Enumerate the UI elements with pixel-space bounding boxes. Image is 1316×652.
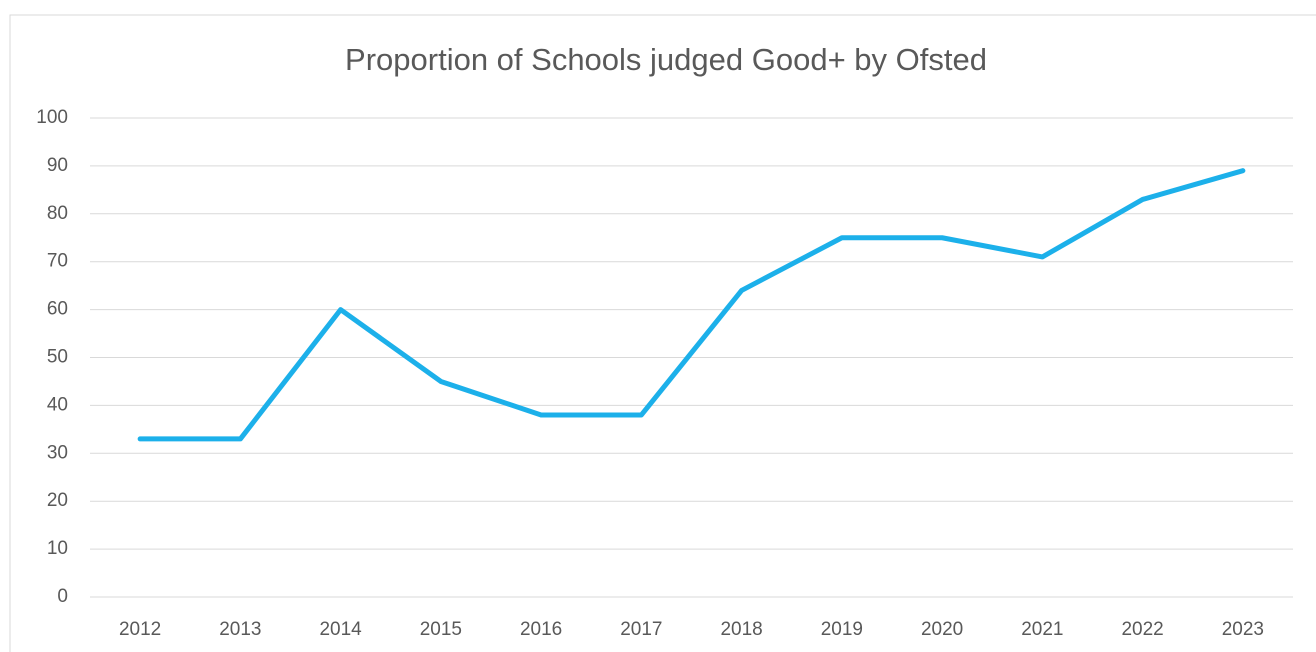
y-tick-label: 90 (47, 155, 68, 176)
x-tick-label: 2023 (1222, 619, 1264, 640)
chart-frame (9, 14, 1316, 652)
chart-title: Proportion of Schools judged Good+ by Of… (345, 42, 987, 77)
y-tick-label: 0 (57, 586, 68, 607)
y-tick-label: 80 (47, 203, 68, 224)
y-tick-label: 10 (47, 538, 68, 559)
y-tick-label: 40 (47, 394, 68, 415)
x-tick-label: 2021 (1021, 619, 1063, 640)
x-tick-label: 2013 (219, 619, 261, 640)
x-tick-label: 2020 (921, 619, 963, 640)
y-tick-label: 20 (47, 490, 68, 511)
x-tick-label: 2018 (720, 619, 762, 640)
y-tick-label: 50 (47, 347, 68, 368)
x-tick-label: 2015 (420, 619, 462, 640)
data-line (137, 168, 1246, 442)
y-tick-label: 70 (47, 251, 68, 272)
x-tick-label: 2012 (119, 619, 161, 640)
y-tick-label: 100 (36, 107, 68, 128)
y-tick-label: 30 (47, 442, 68, 463)
x-tick-label: 2019 (821, 619, 863, 640)
x-tick-label: 2017 (620, 619, 662, 640)
y-tick-label: 60 (47, 299, 68, 320)
x-tick-label: 2022 (1121, 619, 1163, 640)
x-tick-label: 2014 (319, 619, 362, 640)
x-tick-label: 2016 (520, 619, 562, 640)
